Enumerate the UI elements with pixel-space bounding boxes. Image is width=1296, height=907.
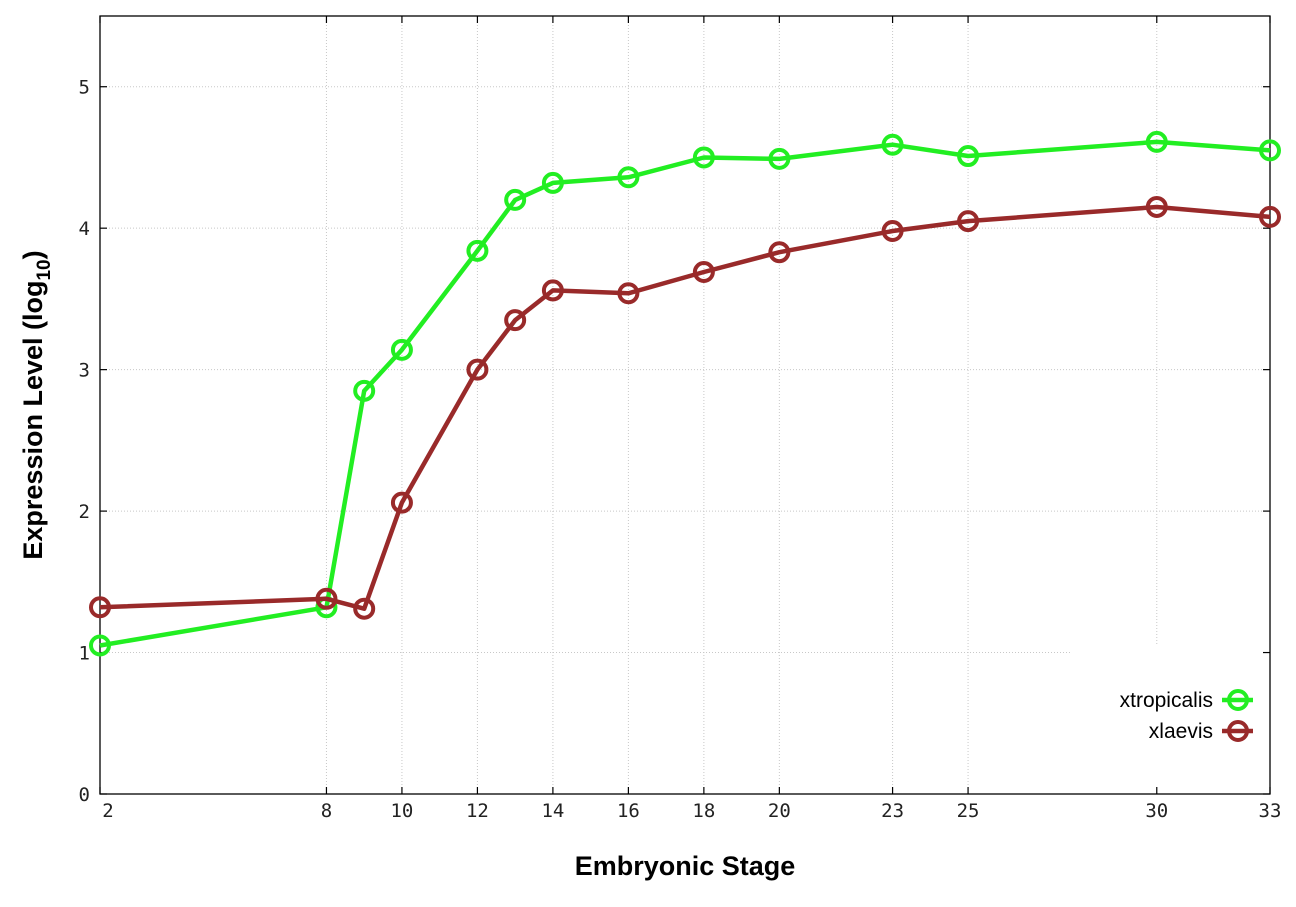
data-point-xlaevis [390,491,413,514]
data-point-xtropicalis [541,171,564,194]
y-axis-title-subscript: 10 [34,259,55,280]
data-point-xtropicalis [1259,139,1281,162]
data-point-xtropicalis [768,147,791,170]
data-point-xtropicalis [89,634,111,657]
data-point-xlaevis [541,279,564,302]
data-point-xlaevis [504,309,527,332]
data-point-xlaevis [881,220,904,243]
legend-label-xtropicalis: xtropicalis [1120,689,1213,712]
data-point-xlaevis [89,596,111,619]
x-tick-label: 33 [1259,800,1282,822]
grid-lines [100,16,1270,794]
x-tick-label: 8 [321,800,332,822]
x-tick-label: 10 [390,800,413,822]
series-layer [89,130,1281,657]
series-xlaevis [89,195,1281,620]
data-point-xtropicalis [617,166,640,189]
x-axis-title: Embryonic Stage [575,851,796,881]
x-tick-label: 25 [957,800,980,822]
data-point-xlaevis [957,210,980,233]
series-line-xlaevis [99,204,1271,611]
data-point-xtropicalis [692,146,715,169]
data-point-xlaevis [617,282,640,305]
y-axis-title-close: ) [18,250,48,259]
x-tick-label: 16 [617,800,640,822]
x-tick-label: 12 [466,800,489,822]
data-point-xlaevis [466,358,489,381]
data-point-xlaevis [353,597,376,620]
y-tick-label: 1 [79,643,90,665]
data-point-xlaevis [692,261,715,284]
x-tick-label: 20 [768,800,791,822]
data-point-xtropicalis [1145,130,1168,153]
series-xtropicalis [89,130,1281,657]
x-tick-label: 14 [541,800,564,822]
y-tick-label: 3 [79,360,90,382]
x-tick-label: 30 [1145,800,1168,822]
data-point-xtropicalis [353,379,376,402]
data-point-xtropicalis [881,133,904,156]
legend-swatch-marker-xlaevis [1227,720,1249,742]
data-point-xtropicalis [390,338,413,361]
legend: xtropicalis xlaevis [1120,689,1253,743]
plot-frame [99,15,1271,795]
y-tick-label: 4 [79,218,90,240]
data-point-xlaevis [768,241,791,264]
data-point-xlaevis [315,587,338,610]
data-point-xtropicalis [504,188,527,211]
data-point-xtropicalis [957,145,980,168]
x-tick-label: 18 [692,800,715,822]
data-point-xlaevis [1145,195,1168,218]
x-tick-label: 23 [881,800,904,822]
series-line-xtropicalis [99,139,1271,648]
legend-swatch-marker-xtropicalis [1227,689,1249,711]
y-tick-label: 0 [79,784,90,806]
data-point-xlaevis [1259,205,1281,228]
data-point-xtropicalis [466,239,489,262]
legend-label-xlaevis: xlaevis [1149,720,1213,743]
y-tick-label: 2 [79,501,90,523]
y-axis-title-main: Expression Level (log [18,281,48,560]
y-axis-title: Expression Level (log10) [18,250,55,559]
x-tick-label: 2 [102,800,113,822]
y-tick-label: 5 [79,77,90,99]
